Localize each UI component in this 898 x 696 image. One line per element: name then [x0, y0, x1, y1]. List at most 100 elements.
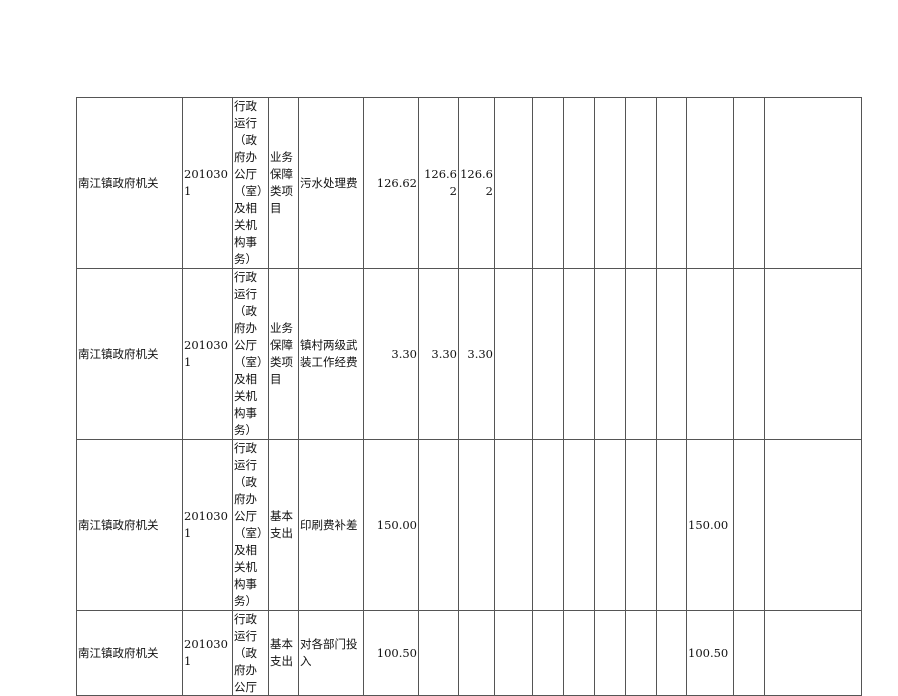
amount-cell: 126.62 [458, 97, 495, 269]
basic-expense-cell: 150.00 [686, 439, 734, 611]
empty-cell [764, 439, 862, 611]
empty-cell [625, 610, 657, 696]
total-cell-text: 100.50 [376, 645, 417, 660]
empty-cell [656, 439, 687, 611]
item-cell: 印刷费补差 [298, 439, 364, 611]
unit-cell-text: 南江镇政府机关 [78, 346, 159, 361]
empty-cell [532, 97, 564, 269]
type-cell-text: 基本支出 [270, 637, 293, 668]
function-cell: 行政运行（政府办公厅（室）及相关机构事务） [232, 97, 269, 269]
empty-cell [733, 439, 765, 611]
table-row: 南江镇政府机关 2010301 行政运行（政府办公厅（室）及相关机构事务） 业务保障类… [76, 268, 862, 440]
code-cell: 2010301 [182, 268, 233, 440]
empty-cell [625, 97, 657, 269]
table-row: 南江镇政府机关 2010301 行政运行（政府办公厅（室）及相关机构事务） 基本支出印… [76, 439, 862, 611]
empty-cell [594, 97, 626, 269]
empty-cell [563, 97, 595, 269]
unit-cell: 南江镇政府机关 [76, 610, 183, 696]
basic-expense-cell [686, 268, 734, 440]
table-row: 南江镇政府机关 2010301 行政运行（政府办公厅（室）及相关基本支出对各部门投入… [76, 610, 862, 696]
empty-cell [594, 439, 626, 611]
amount-cell-text: 126.62 [460, 167, 493, 198]
code-cell: 2010301 [182, 610, 233, 696]
empty-cell [625, 439, 657, 611]
function-cell: 行政运行（政府办公厅（室）及相关 [232, 610, 269, 696]
code-cell: 2010301 [182, 97, 233, 269]
amount-cell: 126.62 [418, 97, 459, 269]
empty-cell [532, 268, 564, 440]
empty-cell [494, 97, 533, 269]
amount-cell: 3.30 [458, 268, 495, 440]
basic-expense-cell-text: 100.50 [688, 645, 729, 660]
empty-cell [733, 610, 765, 696]
total-cell-text: 150.00 [376, 517, 417, 532]
code-cell-text: 2010301 [184, 167, 228, 198]
function-cell: 行政运行（政府办公厅（室）及相关机构事务） [232, 268, 269, 440]
unit-cell: 南江镇政府机关 [76, 439, 183, 611]
empty-cell [563, 610, 595, 696]
empty-cell [625, 268, 657, 440]
amount-cell [418, 610, 459, 696]
type-cell: 业务保障类项目 [268, 268, 299, 440]
item-cell-text: 污水处理费 [300, 175, 358, 190]
function-cell-text: 行政运行（政府办公厅（室）及相关机构事务） [234, 99, 263, 266]
empty-cell [494, 268, 533, 440]
item-cell: 镇村两级武装工作经费 [298, 268, 364, 440]
empty-cell [764, 268, 862, 440]
total-cell: 100.50 [363, 610, 419, 696]
item-cell: 污水处理费 [298, 97, 364, 269]
type-cell-text: 基本支出 [270, 509, 293, 540]
amount-cell: 3.30 [418, 268, 459, 440]
empty-cell [494, 439, 533, 611]
type-cell-text: 业务保障类项目 [270, 321, 293, 386]
unit-cell: 南江镇政府机关 [76, 97, 183, 269]
amount-cell [458, 610, 495, 696]
total-cell: 126.62 [363, 97, 419, 269]
empty-cell [532, 439, 564, 611]
empty-cell [532, 610, 564, 696]
empty-cell [656, 610, 687, 696]
total-cell: 150.00 [363, 439, 419, 611]
code-cell: 2010301 [182, 439, 233, 611]
empty-cell [733, 97, 765, 269]
type-cell: 基本支出 [268, 610, 299, 696]
amount-cell-text: 3.30 [431, 346, 457, 361]
function-cell-text: 行政运行（政府办公厅（室）及相关机构事务） [234, 441, 263, 608]
total-cell-text: 126.62 [376, 175, 417, 190]
unit-cell-text: 南江镇政府机关 [78, 645, 159, 660]
empty-cell [563, 268, 595, 440]
empty-cell [594, 610, 626, 696]
item-cell-text: 镇村两级武装工作经费 [300, 338, 358, 369]
amount-cell-text: 126.62 [424, 167, 457, 198]
item-cell: 对各部门投入 [298, 610, 364, 696]
basic-expense-cell-text: 150.00 [688, 517, 729, 532]
total-cell-text: 3.30 [391, 346, 417, 361]
empty-cell [764, 97, 862, 269]
code-cell-text: 2010301 [184, 338, 228, 369]
code-cell-text: 2010301 [184, 637, 228, 668]
function-cell-text: 行政运行（政府办公厅（室）及相关 [234, 612, 257, 694]
function-cell-text: 行政运行（政府办公厅（室）及相关机构事务） [234, 270, 263, 437]
unit-cell: 南江镇政府机关 [76, 268, 183, 440]
function-cell: 行政运行（政府办公厅（室）及相关机构事务） [232, 439, 269, 611]
empty-cell [594, 268, 626, 440]
empty-cell [764, 610, 862, 696]
unit-cell-text: 南江镇政府机关 [78, 517, 159, 532]
table-row: 南江镇政府机关 2010301 行政运行（政府办公厅（室）及相关机构事务） 业务保障类… [76, 97, 862, 269]
basic-expense-cell: 100.50 [686, 610, 734, 696]
unit-cell-text: 南江镇政府机关 [78, 175, 159, 190]
code-cell-text: 2010301 [184, 509, 228, 540]
budget-table: 南江镇政府机关 2010301 行政运行（政府办公厅（室）及相关机构事务） 业务保障类… [76, 97, 862, 696]
item-cell-text: 对各部门投入 [300, 637, 358, 668]
total-cell: 3.30 [363, 268, 419, 440]
type-cell: 业务保障类项目 [268, 97, 299, 269]
amount-cell [418, 439, 459, 611]
empty-cell [494, 610, 533, 696]
basic-expense-cell [686, 97, 734, 269]
empty-cell [563, 439, 595, 611]
type-cell: 基本支出 [268, 439, 299, 611]
item-cell-text: 印刷费补差 [300, 517, 358, 532]
amount-cell-text: 3.30 [467, 346, 493, 361]
type-cell-text: 业务保障类项目 [270, 150, 293, 215]
empty-cell [656, 97, 687, 269]
